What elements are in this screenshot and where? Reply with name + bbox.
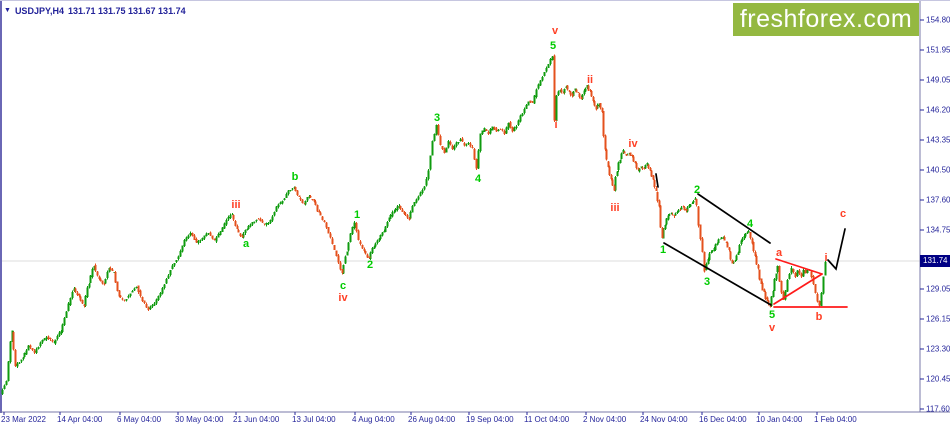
price-axis-label: 149.05 [926,75,950,85]
candle-bodies-down [12,55,821,366]
wave-label-iv: iv [628,138,638,150]
ohlc-quote-label: 131.71 131.75 131.67 131.74 [67,6,186,16]
wave-label-5: 5 [768,309,776,321]
wave-label-5: 5 [549,40,557,52]
wave-label-a: a [242,238,250,250]
price-axis-label: 137.60 [926,195,950,205]
time-axis-label: 30 May 04:00 [175,415,224,424]
time-axis-label: 19 Sep 04:00 [466,415,514,424]
time-axis-label: 11 Oct 04:00 [524,415,570,424]
price-axis-label: 117.60 [926,404,950,414]
current-price-tag: 131.74 [920,255,950,267]
wave-label-3: 3 [433,112,441,124]
price-axis-label: 140.50 [926,165,950,175]
price-axis-label: 151.95 [926,45,950,55]
wave-label-c: c [839,208,847,220]
wave-label-b: b [815,311,823,323]
price-axis-label: 154.80 [926,15,950,25]
price-axis-label: 126.15 [926,314,950,324]
time-axis-label: 23 Mar 2022 [1,415,46,424]
time-axis-label: 21 Jun 04:00 [233,415,280,424]
wave-label-v: v [551,25,559,37]
time-axis-label: 6 May 04:00 [117,415,162,424]
wave-label-iii: iii [231,199,241,211]
candle-bodies-up [1,56,827,394]
wave-label-2: 2 [693,184,701,196]
wave-label-v: v [768,322,776,334]
wave-label-iv: iv [338,292,348,304]
channel-lower-trendline[interactable] [663,242,772,306]
wave-label-a: a [775,247,783,259]
wave-label-1: 1 [353,209,361,221]
time-axis-label: 1 Feb 04:00 [814,415,857,424]
wave-label-ii: ii [586,74,594,86]
time-axis-label: 24 Nov 04:00 [640,415,688,424]
triangle-lower-edge[interactable] [773,273,823,305]
symbol-dropdown-icon[interactable]: ▼ [4,7,11,14]
freshforex-logo[interactable]: freshforex.com [733,3,919,36]
time-axis-label: 2 Nov 04:00 [583,415,627,424]
channel-upper-trendline[interactable] [697,193,771,244]
price-axis-label: 129.05 [926,284,950,294]
forecast-zigzag[interactable] [827,228,846,271]
wave-label-i: i [554,119,558,131]
price-axis-label: 123.30 [926,344,950,354]
wave-label-c: c [339,280,347,292]
time-axis-label: 13 Jul 04:00 [292,415,336,424]
price-axis-label: 143.35 [926,135,950,145]
wave-label-4: 4 [474,173,482,185]
candle-wicks-up [2,55,826,395]
wave-label-iii: iii [610,202,620,214]
wave-label-3: 3 [703,276,711,288]
price-axis-label: 134.75 [926,225,950,235]
wave-label-1: 1 [659,244,667,256]
price-axis-label: 120.45 [926,374,950,384]
wave-label-b: b [291,171,299,183]
wave-label-i: i [824,252,828,264]
triangle-upper-edge[interactable] [775,258,823,275]
time-axis-label: 14 Apr 04:00 [57,415,103,424]
window-left-border [0,1,2,413]
time-axis-label: 26 Aug 04:00 [408,415,456,424]
symbol-timeframe-label: USDJPY,H4 [14,6,64,16]
time-axis-label: 4 Aug 04:00 [352,415,395,424]
trendline-start-mark[interactable] [655,173,659,188]
chart-title-bar: ▼ USDJPY,H4 131.71 131.75 131.67 131.74 [4,5,186,17]
time-axis-label: 16 Dec 04:00 [699,415,747,424]
wave-label-4: 4 [746,218,754,230]
wave-label-2: 2 [366,259,374,271]
price-axis-label: 146.20 [926,105,950,115]
time-axis-label: 10 Jan 04:00 [756,415,803,424]
